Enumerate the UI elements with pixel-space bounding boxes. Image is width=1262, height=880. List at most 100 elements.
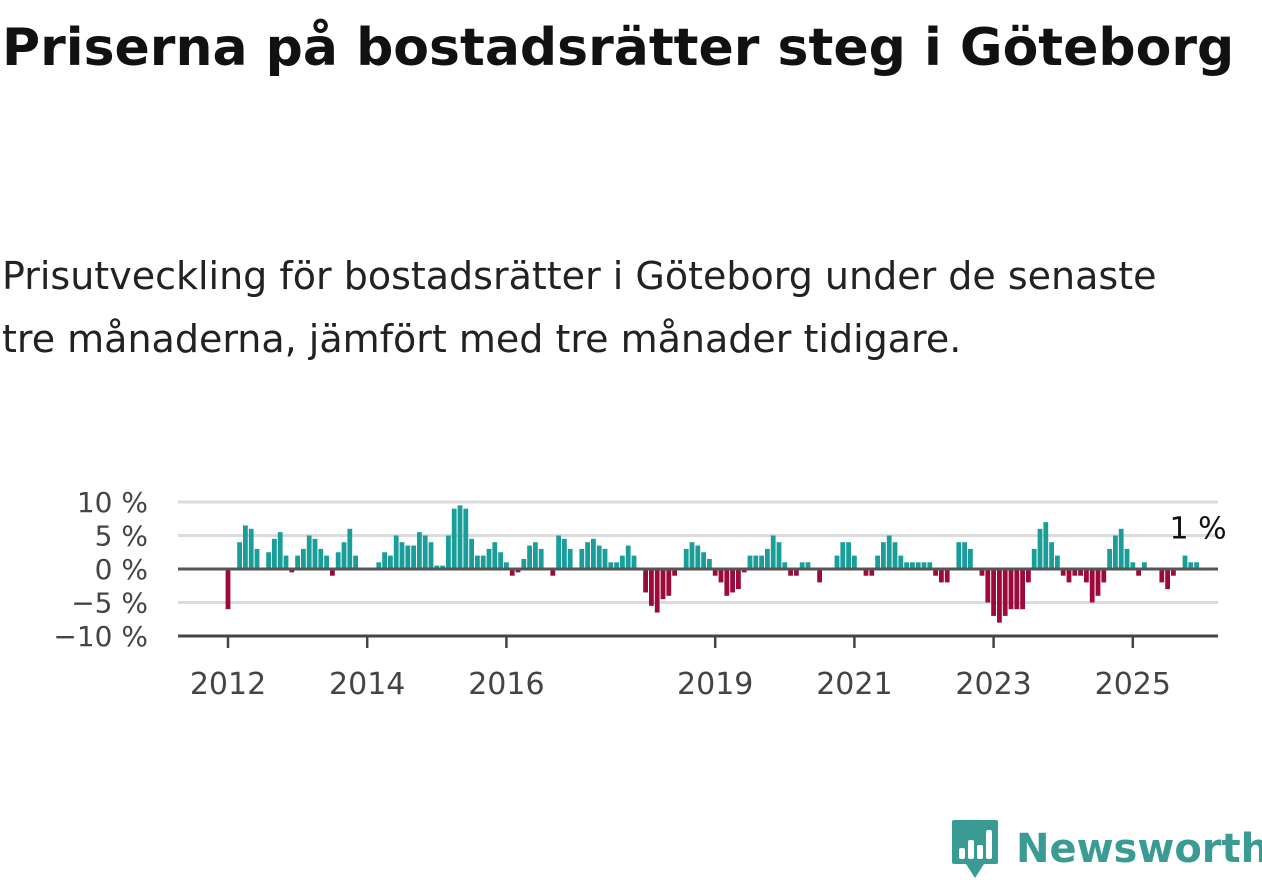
bar <box>649 569 654 606</box>
bar <box>411 545 416 569</box>
bar <box>631 555 637 569</box>
y-tick-label: −5 % <box>71 587 148 620</box>
bar <box>393 535 399 569</box>
bar <box>672 569 677 576</box>
bar <box>898 555 904 569</box>
bar <box>944 569 950 583</box>
bar <box>1049 542 1054 569</box>
bar <box>1066 569 1072 583</box>
bar <box>1142 562 1147 569</box>
bar <box>1043 522 1049 569</box>
bar <box>266 552 271 569</box>
x-tick-label: 2014 <box>329 667 405 702</box>
bar <box>556 535 561 569</box>
bar <box>991 569 996 616</box>
bar <box>956 542 962 569</box>
bar <box>295 555 300 569</box>
bar <box>469 538 474 569</box>
bar <box>747 555 753 569</box>
bar <box>225 569 231 610</box>
bar <box>875 555 880 569</box>
bar <box>1026 569 1031 583</box>
bar <box>788 569 793 576</box>
bar <box>1037 528 1043 569</box>
bar <box>1055 555 1060 569</box>
bar <box>730 569 735 593</box>
bar <box>591 538 596 569</box>
bar <box>776 542 782 569</box>
bar <box>939 569 944 583</box>
bar <box>306 535 312 569</box>
bar <box>1084 569 1089 583</box>
bar <box>770 535 776 569</box>
bar <box>248 528 254 569</box>
bar <box>283 555 289 569</box>
bar <box>1072 569 1078 576</box>
bar <box>927 562 933 569</box>
bar-chart: 10 %5 %0 %−5 %−10 % 2012 2014 2016 2019 2021 2… <box>53 486 1226 702</box>
bar <box>1008 569 1014 610</box>
bar <box>933 569 938 576</box>
bar <box>724 569 730 596</box>
bar <box>515 569 521 573</box>
bar <box>689 542 695 569</box>
bar <box>237 542 242 569</box>
bar <box>1124 548 1130 569</box>
x-tick-label: 2025 <box>1095 667 1171 702</box>
bar <box>527 545 532 569</box>
bar <box>753 555 759 569</box>
bar <box>886 535 892 569</box>
bar <box>475 555 480 569</box>
bar <box>997 569 1002 623</box>
bar <box>683 548 689 569</box>
bar <box>498 552 503 569</box>
bar <box>736 569 741 590</box>
bar <box>585 542 590 569</box>
bar <box>341 542 347 569</box>
bar <box>643 569 648 593</box>
bar <box>440 565 445 569</box>
bar <box>434 565 440 569</box>
bar <box>805 562 811 569</box>
bar <box>1089 569 1095 603</box>
bar <box>324 555 329 569</box>
bar <box>243 525 248 569</box>
bar <box>521 558 527 569</box>
bar <box>330 569 335 576</box>
bar <box>301 548 306 569</box>
bar <box>892 542 898 569</box>
bar <box>376 562 382 569</box>
bar <box>312 538 318 569</box>
bar <box>759 555 764 569</box>
bar <box>1113 535 1118 569</box>
newsworthy-logo: Newsworthy <box>950 818 1262 880</box>
y-tick-label: −10 % <box>53 620 148 653</box>
bar <box>695 545 701 569</box>
bar <box>712 569 718 576</box>
x-tick-label: 2023 <box>955 667 1031 702</box>
bar <box>799 562 805 569</box>
bar <box>701 552 706 569</box>
bar <box>1014 569 1020 610</box>
bar <box>486 548 492 569</box>
bar <box>504 562 509 569</box>
bar <box>979 569 985 576</box>
bar <box>318 548 324 569</box>
bar <box>1107 548 1112 569</box>
bar <box>852 555 857 569</box>
newsworthy-logo-text: Newsworthy <box>1016 826 1262 872</box>
bar <box>1031 548 1037 569</box>
bar <box>1194 562 1199 569</box>
bar <box>272 538 277 569</box>
bar <box>405 545 411 569</box>
chart-subtitle: Prisutveckling för bostadsrätter i Göteb… <box>2 254 1157 361</box>
bar <box>1188 562 1194 569</box>
bar <box>915 562 921 569</box>
bar <box>625 545 631 569</box>
bar <box>533 542 538 569</box>
bar <box>910 562 915 569</box>
bar <box>1130 562 1136 569</box>
bar <box>451 508 457 569</box>
bar <box>428 542 434 569</box>
bar <box>509 569 515 576</box>
